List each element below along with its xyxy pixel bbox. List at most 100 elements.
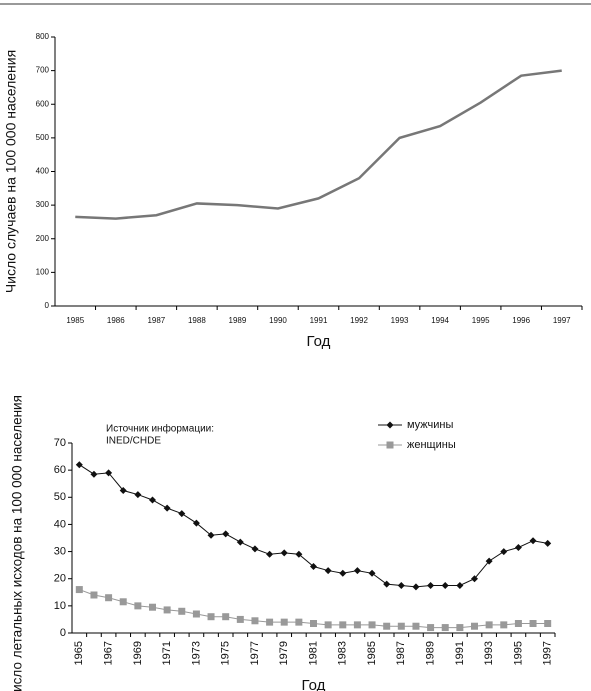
marker	[500, 548, 508, 556]
marker	[178, 510, 186, 518]
x-tick-label: 1989	[229, 316, 247, 325]
y-tick-label: 50	[54, 491, 66, 503]
y-tick-label: 500	[36, 133, 50, 142]
x-tick-label: 1983	[337, 641, 349, 665]
x-tick-label: 1979	[278, 641, 290, 665]
marker	[236, 538, 244, 546]
y-tick-label: 30	[54, 545, 66, 557]
x-tick-label: 1965	[73, 641, 85, 665]
marker	[134, 602, 142, 610]
marker	[471, 622, 478, 630]
x-tick-label: 1971	[161, 641, 173, 665]
x-tick-label: 1975	[220, 641, 232, 665]
y-tick-label: 700	[36, 66, 50, 75]
y-tick-label: 0	[45, 301, 50, 310]
marker	[105, 594, 113, 602]
marker	[441, 582, 449, 589]
x-tick-label: 1977	[249, 641, 261, 665]
x-tick-label: 1988	[188, 316, 206, 325]
marker	[119, 487, 127, 494]
y-tick-label: 0	[60, 627, 66, 639]
marker	[75, 461, 83, 469]
marker	[207, 613, 215, 621]
x-tick-label: 1995	[512, 641, 524, 665]
line	[75, 69, 562, 220]
marker	[207, 531, 215, 539]
y-tick-label: 100	[36, 267, 50, 276]
marker	[529, 537, 537, 545]
x-tick-label: 1997	[542, 641, 554, 665]
x-axis-label: Год	[307, 333, 331, 350]
x-tick-label: 1967	[102, 641, 114, 665]
x-tick-label: 1995	[472, 316, 490, 325]
marker	[397, 582, 405, 589]
marker	[280, 549, 288, 557]
legend-label: женщины	[407, 439, 456, 451]
y-axis-label: Число летальных исходов на 100 000 насел…	[10, 395, 25, 691]
marker	[324, 621, 332, 629]
marker	[544, 620, 552, 627]
marker	[471, 575, 478, 583]
marker	[427, 582, 435, 589]
marker	[412, 583, 420, 591]
marker	[339, 621, 347, 629]
marker	[192, 519, 200, 527]
y-tick-label: 40	[54, 518, 66, 530]
x-tick-label: 1969	[132, 641, 144, 665]
x-tick-label: 1993	[391, 316, 409, 325]
marker	[75, 586, 83, 594]
marker	[149, 603, 156, 611]
marker	[266, 618, 274, 626]
y-tick-label: 300	[36, 200, 50, 209]
marker	[90, 470, 98, 478]
y-tick-label: 70	[54, 437, 66, 449]
x-tick-label: 1985	[66, 316, 84, 325]
y-tick-label: 400	[36, 167, 50, 176]
x-tick-label: 1987	[147, 316, 165, 325]
marker	[441, 624, 449, 632]
marker	[427, 624, 435, 632]
marker	[324, 567, 332, 575]
x-tick-label: 1996	[512, 316, 530, 325]
marker	[456, 582, 464, 589]
y-axis-label: Число случаев на 100 000 населения	[3, 50, 19, 293]
x-tick-label: 1990	[269, 316, 287, 325]
x-tick-label: 1994	[431, 316, 449, 325]
y-tick-label: 600	[36, 99, 50, 108]
marker	[485, 557, 493, 565]
marker	[397, 622, 405, 630]
marker	[514, 544, 522, 551]
y-tick-label: 10	[54, 600, 66, 612]
marker	[386, 441, 394, 449]
marker	[280, 618, 288, 626]
marker	[295, 550, 303, 558]
x-tick-label: 1981	[307, 641, 319, 665]
marker	[353, 567, 361, 575]
annotation: Источник информации:	[106, 423, 214, 435]
marker	[295, 618, 303, 626]
y-tick-label: 200	[36, 234, 50, 243]
y-tick-label: 60	[54, 464, 66, 476]
x-tick-label: 1973	[190, 641, 202, 665]
marker	[163, 504, 171, 512]
marker	[353, 621, 361, 629]
y-tick-label: 20	[54, 573, 66, 585]
marker	[90, 591, 98, 599]
marker	[339, 569, 347, 577]
marker	[178, 607, 186, 615]
marker	[310, 620, 317, 627]
marker	[251, 545, 259, 553]
marker	[368, 569, 376, 577]
x-tick-label: 1992	[350, 316, 368, 325]
x-tick-label: 1985	[366, 641, 378, 665]
x-tick-label: 1991	[454, 641, 466, 665]
legend-label: мужчины	[407, 419, 453, 431]
x-tick-label: 1987	[395, 641, 407, 665]
marker	[192, 610, 200, 618]
marker	[386, 421, 394, 429]
x-tick-label: 1991	[310, 316, 328, 325]
x-axis-label: Год	[302, 677, 326, 691]
marker	[485, 621, 493, 629]
marker	[544, 539, 552, 547]
